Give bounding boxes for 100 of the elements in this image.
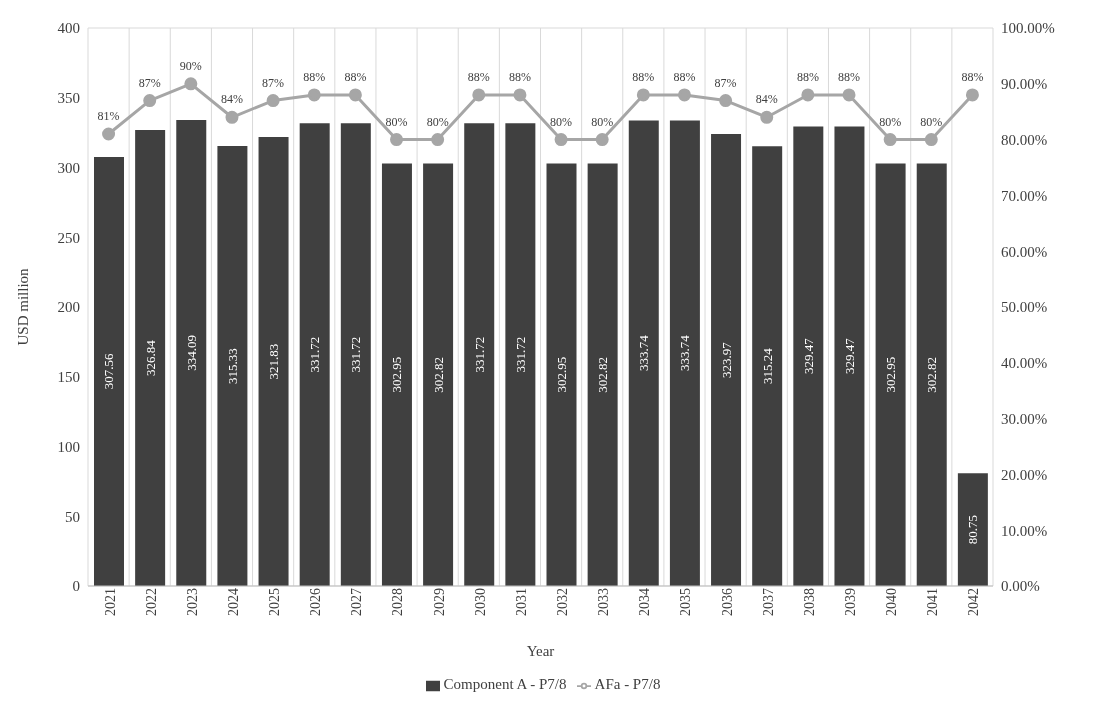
data-label: 84% bbox=[755, 92, 778, 107]
bar bbox=[711, 134, 742, 586]
data-label: 90% bbox=[179, 58, 202, 73]
point bbox=[719, 94, 733, 108]
point bbox=[472, 88, 486, 102]
y2-tick-label: 60.00% bbox=[1001, 243, 1048, 260]
bar bbox=[916, 163, 947, 586]
data-label: 331.72 bbox=[307, 336, 323, 373]
data-label: 321.83 bbox=[266, 343, 282, 380]
x-tick-label: 2034 bbox=[637, 588, 653, 616]
data-label: 302.95 bbox=[389, 356, 405, 393]
y-tick-label: 250 bbox=[57, 229, 80, 246]
data-label: 80% bbox=[550, 114, 573, 129]
bar bbox=[176, 119, 207, 586]
data-label: 88% bbox=[673, 69, 696, 84]
point bbox=[184, 77, 198, 91]
data-label: 331.72 bbox=[348, 336, 364, 373]
x-tick-label: 2037 bbox=[760, 588, 776, 616]
point bbox=[883, 133, 897, 147]
bar bbox=[135, 130, 166, 586]
y-tick-label: 50 bbox=[65, 508, 80, 525]
data-label: 80% bbox=[879, 114, 902, 129]
data-label: 88% bbox=[838, 69, 861, 84]
bar bbox=[217, 146, 248, 586]
bar bbox=[834, 126, 865, 586]
y-tick-label: 350 bbox=[57, 90, 80, 107]
point bbox=[842, 88, 856, 102]
x-tick-label: 2036 bbox=[719, 588, 735, 616]
data-label: 326.84 bbox=[142, 339, 158, 376]
data-label: 329.47 bbox=[841, 337, 857, 375]
data-label: 88% bbox=[344, 69, 367, 84]
data-label: 88% bbox=[508, 69, 531, 84]
bar bbox=[464, 123, 495, 586]
data-label: 80% bbox=[591, 114, 614, 129]
x-tick-label: 2042 bbox=[966, 588, 982, 616]
point bbox=[102, 127, 116, 141]
y-tick-label: 300 bbox=[57, 159, 80, 176]
x-tick-label: 2022 bbox=[143, 588, 159, 616]
data-label: 80% bbox=[426, 114, 449, 129]
data-label: 334.09 bbox=[183, 335, 199, 371]
y2-tick-label: 40.00% bbox=[1001, 355, 1048, 372]
data-label: 87% bbox=[138, 75, 161, 90]
data-label: 87% bbox=[714, 75, 737, 90]
data-label: 331.72 bbox=[471, 336, 487, 373]
data-label: 88% bbox=[303, 69, 326, 84]
data-label: 329.47 bbox=[800, 337, 816, 375]
y-axis-title: USD million bbox=[15, 267, 32, 346]
data-label: 87% bbox=[262, 75, 285, 90]
bar bbox=[793, 126, 824, 586]
y-tick-label: 100 bbox=[57, 438, 80, 455]
data-label: 88% bbox=[961, 69, 984, 84]
point bbox=[677, 88, 691, 102]
x-tick-label: 2025 bbox=[267, 588, 283, 616]
point bbox=[924, 133, 938, 147]
bar bbox=[423, 163, 454, 586]
y-tick-label: 200 bbox=[57, 299, 80, 316]
data-label: 302.95 bbox=[554, 356, 569, 393]
y2-tick-label: 70.00% bbox=[1001, 187, 1048, 204]
y2-tick-label: 90.00% bbox=[1001, 76, 1048, 93]
bar bbox=[628, 120, 659, 586]
x-tick-label: 2031 bbox=[513, 588, 529, 616]
point bbox=[266, 94, 280, 108]
data-label: 80% bbox=[920, 114, 943, 129]
x-tick-label: 2024 bbox=[225, 588, 241, 616]
x-tick-label: 2038 bbox=[801, 588, 817, 616]
x-tick-label: 2040 bbox=[884, 588, 900, 616]
data-label: 307.56 bbox=[101, 353, 117, 390]
y2-tick-label: 0.00% bbox=[1001, 578, 1040, 595]
data-label: 88% bbox=[632, 69, 655, 84]
bar bbox=[94, 156, 124, 586]
data-label: 323.97 bbox=[718, 341, 734, 378]
data-label: 302.82 bbox=[924, 356, 940, 393]
bar bbox=[340, 123, 371, 586]
data-label: 315.33 bbox=[224, 348, 240, 384]
point bbox=[225, 110, 239, 124]
data-label: 302.95 bbox=[883, 356, 899, 393]
bar bbox=[299, 123, 330, 586]
data-label: 315.24 bbox=[759, 347, 775, 384]
data-label: 84% bbox=[220, 92, 243, 107]
bar bbox=[505, 123, 536, 586]
x-tick-label: 2041 bbox=[925, 588, 941, 616]
x-tick-label: 2035 bbox=[678, 588, 694, 616]
data-label: 80% bbox=[385, 114, 408, 129]
data-label: 80.75 bbox=[965, 515, 981, 545]
point bbox=[348, 88, 362, 102]
y2-tick-label: 20.00% bbox=[1001, 466, 1048, 483]
x-tick-label: 2032 bbox=[555, 588, 571, 616]
legend-label: AFa - P7/8 bbox=[594, 676, 661, 692]
x-tick-label: 2026 bbox=[308, 588, 324, 616]
x-tick-label: 2039 bbox=[842, 588, 858, 616]
point bbox=[143, 94, 157, 108]
bar bbox=[587, 163, 618, 586]
bar bbox=[957, 473, 988, 586]
data-label: 333.74 bbox=[677, 334, 693, 372]
y2-tick-label: 100.00% bbox=[1001, 20, 1055, 37]
bar bbox=[381, 163, 412, 586]
x-tick-label: 2027 bbox=[349, 588, 365, 616]
point bbox=[760, 110, 774, 124]
point bbox=[965, 88, 979, 102]
x-tick-label: 2030 bbox=[472, 588, 488, 616]
